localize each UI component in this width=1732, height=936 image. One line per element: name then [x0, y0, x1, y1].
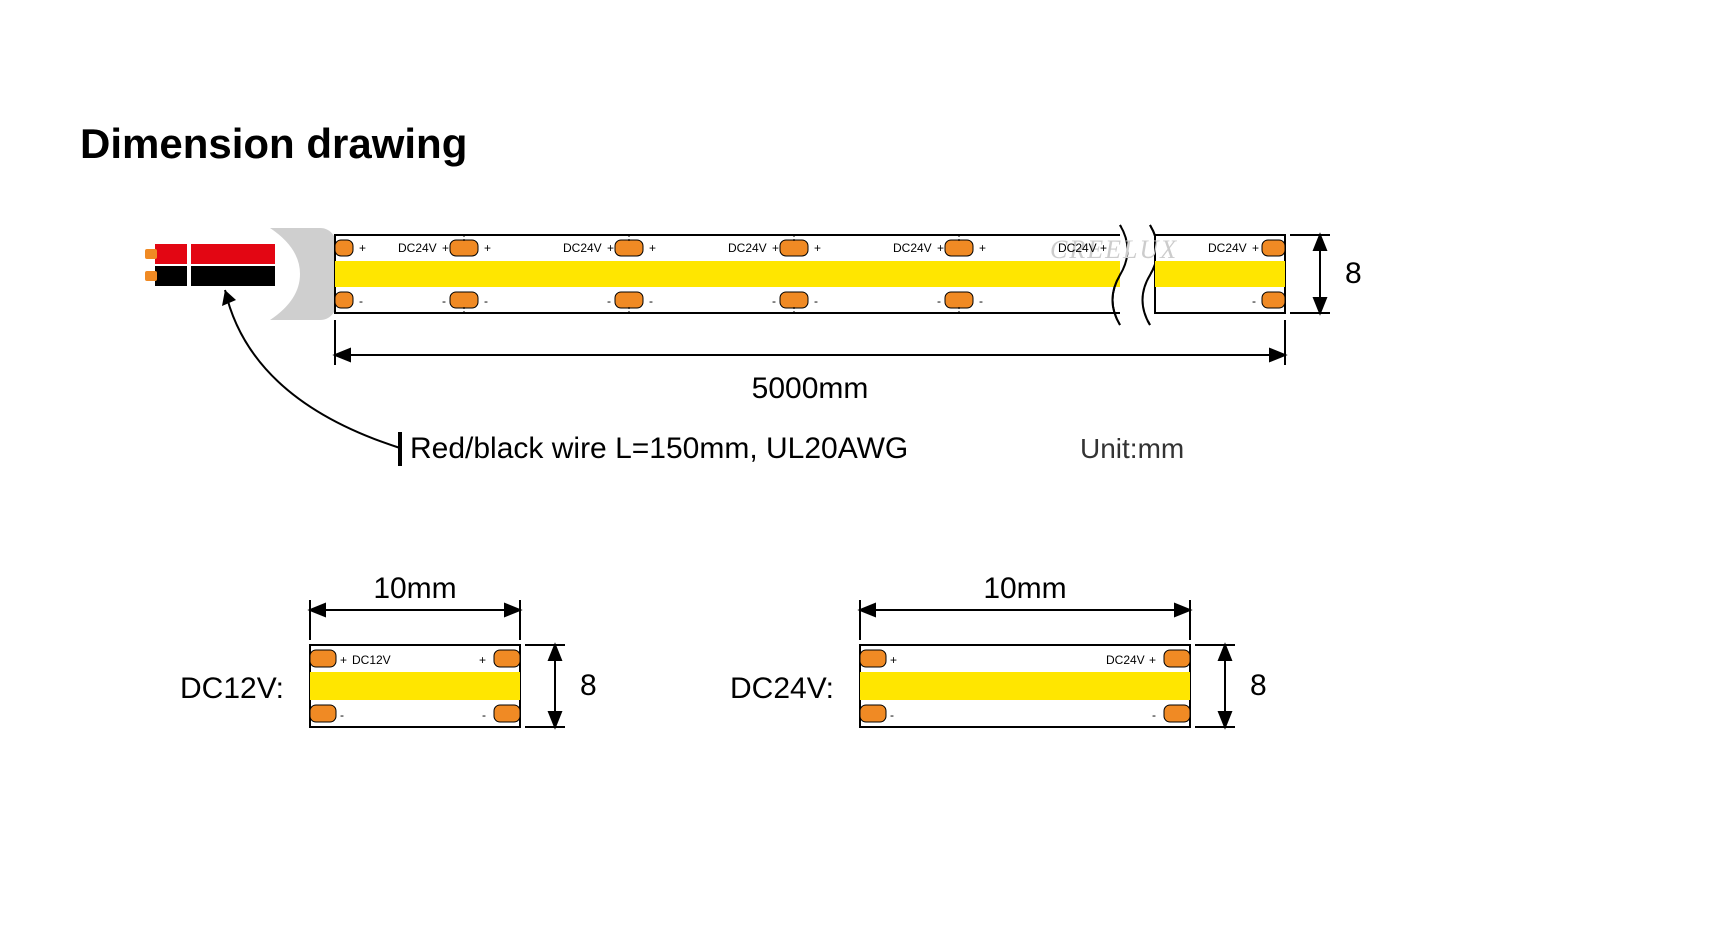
svg-text:-: -: [1252, 294, 1256, 308]
main-strip: CREELUX DC24V + + - - DC24V: [145, 225, 1362, 466]
dc24v-segment: DC24V: + + - - DC24V 10mm: [730, 572, 1267, 727]
length-dimension: [335, 320, 1285, 365]
svg-text:-: -: [482, 708, 486, 722]
voltage-label: DC24V: [398, 241, 437, 255]
svg-text:+: +: [1100, 241, 1107, 255]
voltage-label: DC24V: [728, 241, 767, 255]
dc24v-top-label: 10mm: [983, 572, 1066, 605]
svg-text:+: +: [340, 653, 347, 667]
dc12v-top-label: 10mm: [373, 572, 456, 605]
svg-text:+: +: [484, 241, 491, 255]
dc12v-voltage-text: DC12V: [352, 653, 391, 667]
svg-text:-: -: [937, 294, 941, 308]
svg-text:-: -: [484, 294, 488, 308]
svg-text:-: -: [890, 708, 894, 722]
svg-text:+: +: [1149, 653, 1156, 667]
dc24v-label: DC24V:: [730, 672, 834, 705]
svg-text:-: -: [607, 294, 611, 308]
svg-text:-: -: [359, 294, 363, 308]
dc24v-voltage-text: DC24V: [1106, 653, 1145, 667]
svg-text:-: -: [442, 294, 446, 308]
dc12v-label: DC12V:: [180, 672, 284, 705]
svg-text:+: +: [937, 241, 944, 255]
svg-text:+: +: [979, 241, 986, 255]
svg-text:-: -: [340, 708, 344, 722]
voltage-label: DC24V: [1208, 241, 1247, 255]
lead-wires: [145, 228, 340, 320]
svg-text:-: -: [1152, 708, 1156, 722]
voltage-label: DC24V: [563, 241, 602, 255]
svg-text:-: -: [772, 294, 776, 308]
wire-note: Red/black wire L=150mm, UL20AWG: [410, 432, 908, 465]
height-dimension: [1290, 235, 1330, 313]
svg-text:-: -: [814, 294, 818, 308]
svg-text:+: +: [359, 241, 366, 255]
height-label: 8: [1345, 257, 1362, 290]
svg-text:+: +: [649, 241, 656, 255]
unit-label: Unit:mm: [1080, 433, 1184, 464]
dc12v-segment: DC12V: + + - - DC12V 10mm: [180, 572, 597, 727]
svg-text:+: +: [814, 241, 821, 255]
svg-text:+: +: [607, 241, 614, 255]
svg-text:+: +: [890, 653, 897, 667]
voltage-label: DC24V: [893, 241, 932, 255]
svg-text:+: +: [442, 241, 449, 255]
svg-text:-: -: [649, 294, 653, 308]
led-band-right: [1155, 261, 1285, 287]
svg-text:+: +: [1252, 241, 1259, 255]
dc24v-right-label: 8: [1250, 669, 1267, 702]
voltage-label: DC24V: [1058, 241, 1097, 255]
svg-text:-: -: [979, 294, 983, 308]
led-band-left: [335, 261, 1125, 287]
svg-text:+: +: [479, 653, 486, 667]
length-label: 5000mm: [752, 372, 869, 405]
dc12v-right-label: 8: [580, 669, 597, 702]
svg-text:+: +: [772, 241, 779, 255]
